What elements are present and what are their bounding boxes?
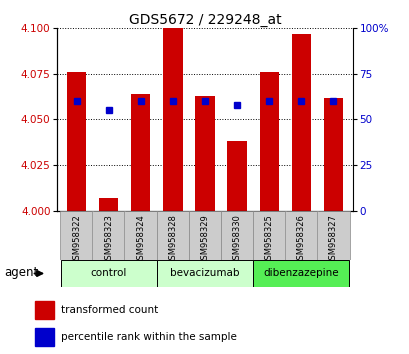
Bar <box>163 28 182 211</box>
Text: GSM958329: GSM958329 <box>200 214 209 265</box>
Text: GSM958323: GSM958323 <box>104 214 113 265</box>
Bar <box>156 211 189 260</box>
Bar <box>227 141 246 211</box>
Bar <box>291 34 310 211</box>
Bar <box>316 211 349 260</box>
Bar <box>323 98 342 211</box>
Bar <box>35 328 54 346</box>
Title: GDS5672 / 229248_at: GDS5672 / 229248_at <box>128 13 281 27</box>
Text: percentile rank within the sample: percentile rank within the sample <box>61 332 236 342</box>
Bar <box>92 211 125 260</box>
Bar <box>124 211 157 260</box>
Bar <box>61 260 157 287</box>
Bar <box>157 260 252 287</box>
Bar <box>131 94 150 211</box>
Bar <box>220 211 253 260</box>
Text: transformed count: transformed count <box>61 305 158 315</box>
Text: GSM958327: GSM958327 <box>328 214 337 265</box>
Bar <box>99 198 118 211</box>
Text: GSM958326: GSM958326 <box>296 214 305 265</box>
Text: GSM958328: GSM958328 <box>168 214 177 265</box>
Text: GSM958330: GSM958330 <box>232 214 241 265</box>
Text: agent: agent <box>4 266 39 279</box>
Text: GSM958325: GSM958325 <box>264 214 273 265</box>
Text: GSM958324: GSM958324 <box>136 214 145 265</box>
Bar <box>259 72 278 211</box>
Text: GSM958322: GSM958322 <box>72 214 81 265</box>
Bar <box>60 211 93 260</box>
Bar <box>284 211 317 260</box>
Bar <box>252 260 348 287</box>
Text: bevacizumab: bevacizumab <box>170 268 239 279</box>
Bar <box>252 211 285 260</box>
Bar <box>195 96 214 211</box>
Bar <box>67 72 86 211</box>
Bar <box>35 301 54 319</box>
Text: dibenzazepine: dibenzazepine <box>263 268 338 279</box>
Bar <box>188 211 221 260</box>
Text: control: control <box>90 268 127 279</box>
